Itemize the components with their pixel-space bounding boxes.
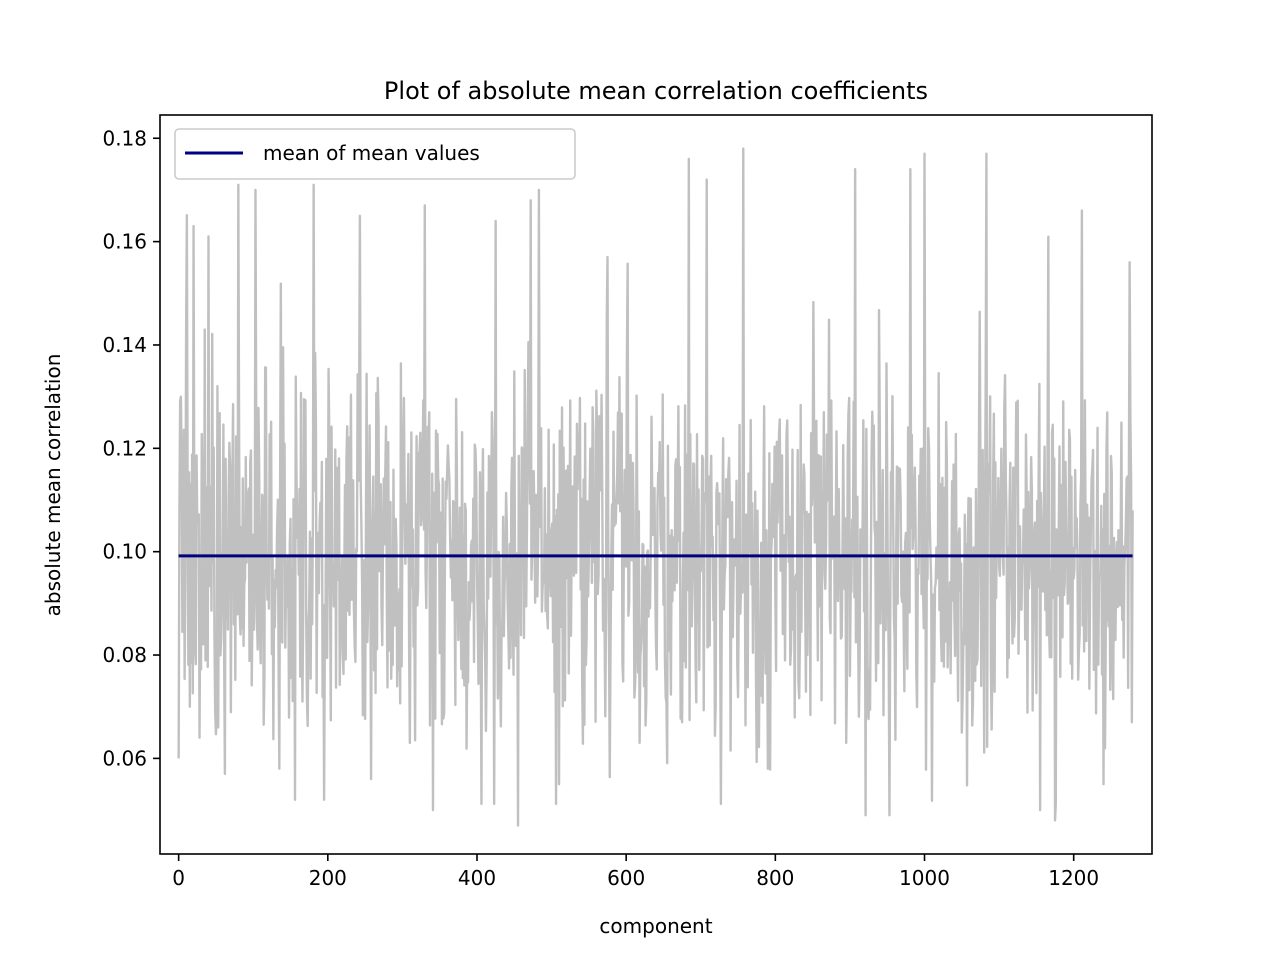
y-tick-label: 0.16 bbox=[102, 230, 147, 254]
legend-label-mean: mean of mean values bbox=[263, 141, 480, 165]
x-tick-label: 1000 bbox=[899, 866, 950, 890]
axes-frame bbox=[159, 114, 1153, 855]
y-axis-label: absolute mean correlation bbox=[41, 354, 65, 617]
y-tick-label: 0.10 bbox=[102, 540, 147, 564]
x-tick-label: 200 bbox=[309, 866, 347, 890]
x-tick-label: 800 bbox=[756, 866, 794, 890]
x-axis-label: component bbox=[599, 914, 712, 938]
legend: mean of mean values bbox=[174, 128, 576, 180]
x-tick-label: 600 bbox=[607, 866, 645, 890]
y-tick-label: 0.12 bbox=[102, 436, 147, 460]
x-axis: 0 200 400 600 800 1000 1200 bbox=[172, 854, 1099, 890]
x-tick-label: 1200 bbox=[1048, 866, 1099, 890]
y-tick-label: 0.18 bbox=[102, 126, 147, 150]
y-axis: 0.06 0.08 0.10 0.12 0.14 0.16 0.18 bbox=[102, 126, 160, 770]
x-tick-label: 0 bbox=[172, 866, 185, 890]
plot-area bbox=[177, 147, 1134, 827]
legend-box bbox=[174, 128, 576, 180]
values-series-line bbox=[177, 147, 1134, 827]
y-tick-label: 0.14 bbox=[102, 333, 147, 357]
x-tick-label: 400 bbox=[458, 866, 496, 890]
y-tick-label: 0.08 bbox=[102, 643, 147, 667]
y-tick-label: 0.06 bbox=[102, 746, 147, 770]
chart-title: Plot of absolute mean correlation coeffi… bbox=[384, 77, 928, 105]
